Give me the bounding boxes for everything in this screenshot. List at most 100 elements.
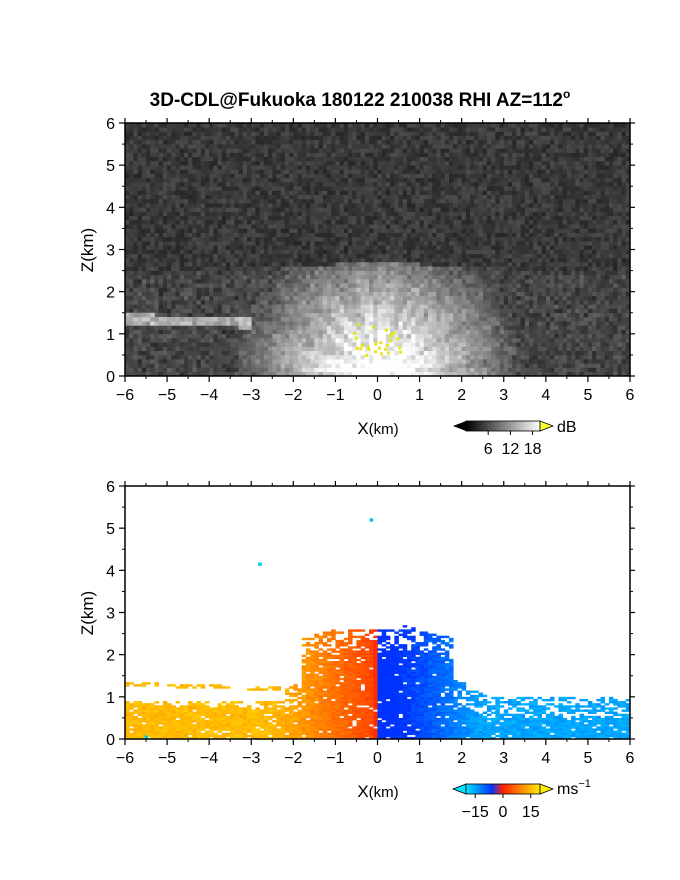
backscatter-cell — [162, 194, 168, 200]
backscatter-cell — [150, 194, 155, 200]
backscatter-cell — [322, 253, 328, 259]
backscatter-cell — [369, 156, 374, 162]
backscatter-cell — [146, 241, 151, 246]
backscatter-cell — [419, 194, 425, 200]
backscatter-cell — [310, 156, 315, 162]
backscatter-cell — [301, 232, 307, 238]
backscatter-cell — [398, 135, 404, 141]
backscatter-cell — [512, 321, 517, 326]
backscatter-cell — [192, 300, 197, 305]
backscatter-cell — [470, 152, 475, 158]
backscatter-cell — [183, 215, 189, 221]
backscatter-cell — [428, 198, 433, 204]
backscatter-cell — [297, 270, 303, 276]
backscatter-cell — [520, 253, 526, 259]
backscatter-cell — [491, 367, 496, 373]
backscatter-cell — [200, 367, 206, 373]
backscatter-cell — [436, 144, 441, 149]
backscatter-cell — [348, 241, 353, 246]
backscatter-cell — [188, 198, 193, 204]
backscatter-cell — [242, 177, 248, 183]
backscatter-cell — [339, 177, 345, 183]
backscatter-cell — [259, 253, 265, 259]
backscatter-cell — [204, 295, 210, 301]
backscatter-cell — [449, 203, 454, 208]
backscatter-cell — [541, 262, 547, 267]
backscatter-cell — [402, 177, 408, 183]
backscatter-cell — [327, 160, 332, 166]
backscatter-cell — [482, 232, 488, 238]
backscatter-cell — [507, 338, 513, 343]
backscatter-cell — [171, 224, 176, 229]
backscatter-cell — [343, 224, 349, 229]
backscatter-cell — [352, 182, 357, 187]
backscatter-cell — [377, 249, 383, 255]
backscatter-cell — [339, 186, 345, 191]
backscatter-cell — [204, 283, 210, 288]
backscatter-cell — [247, 371, 252, 376]
backscatter-cell — [188, 371, 193, 376]
backscatter-cell — [247, 228, 252, 233]
backscatter-cell — [529, 241, 534, 246]
backscatter-cell — [301, 245, 307, 250]
backscatter-cell — [512, 160, 517, 166]
backscatter-cell — [432, 203, 437, 208]
backscatter-cell — [457, 215, 462, 221]
backscatter-cell — [230, 270, 235, 276]
backscatter-cell — [226, 354, 231, 360]
backscatter-cell — [503, 182, 509, 187]
backscatter-cell — [276, 262, 282, 267]
backscatter-cell — [491, 249, 496, 255]
backscatter-cell — [486, 270, 492, 276]
backscatter-cell — [516, 321, 521, 326]
backscatter-cell — [322, 160, 328, 166]
backscatter-cell — [226, 249, 231, 255]
backscatter-cell — [167, 236, 172, 242]
backscatter-cell — [247, 190, 252, 195]
backscatter-cell — [314, 253, 319, 259]
backscatter-cell — [154, 274, 159, 280]
backscatter-cell — [226, 274, 231, 280]
backscatter-cell — [305, 241, 311, 246]
backscatter-cell — [230, 346, 235, 351]
backscatter-cell — [204, 291, 210, 297]
backscatter-cell — [272, 253, 277, 259]
backscatter-cell — [293, 135, 298, 141]
backscatter-cell — [255, 165, 260, 170]
backscatter-cell — [318, 127, 324, 132]
backscatter-cell — [259, 295, 265, 301]
backscatter-cell — [432, 198, 437, 204]
backscatter-cell — [541, 270, 547, 276]
backscatter-cell — [289, 152, 294, 158]
backscatter-cell — [478, 262, 484, 267]
backscatter-cell — [360, 194, 366, 200]
backscatter-cell — [221, 182, 227, 187]
backscatter-cell — [188, 262, 193, 267]
backscatter-cell — [305, 152, 311, 158]
backscatter-cell — [251, 257, 256, 263]
backscatter-cell — [259, 257, 265, 263]
backscatter-cell — [533, 325, 538, 330]
backscatter-cell — [179, 329, 185, 335]
backscatter-cell — [369, 219, 374, 225]
backscatter-cell — [255, 160, 260, 166]
backscatter-cell — [486, 257, 492, 263]
backscatter-cell — [247, 215, 252, 221]
backscatter-cell — [499, 350, 505, 356]
backscatter-cell — [188, 363, 193, 368]
backscatter-cell — [432, 211, 437, 217]
backscatter-cell — [499, 321, 505, 326]
backscatter-cell — [272, 279, 277, 284]
backscatter-cell — [175, 186, 181, 191]
backscatter-cell — [158, 350, 164, 356]
backscatter-cell — [507, 329, 513, 335]
backscatter-cell — [423, 253, 429, 259]
backscatter-cell — [406, 182, 412, 187]
backscatter-cell — [529, 245, 534, 250]
backscatter-cell — [385, 224, 391, 229]
backscatter-cell — [305, 228, 311, 233]
backscatter-cell — [520, 241, 526, 246]
backscatter-cell — [453, 266, 458, 271]
backscatter-cell — [242, 156, 248, 162]
backscatter-cell — [503, 245, 509, 250]
